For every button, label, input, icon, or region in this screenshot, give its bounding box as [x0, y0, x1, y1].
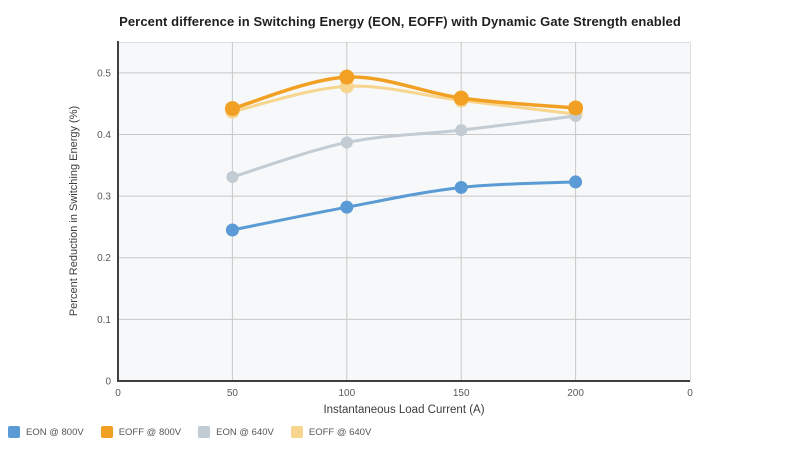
data-point [454, 180, 468, 194]
legend-swatch-icon [198, 426, 211, 438]
y-tick-label: 0.5 [97, 68, 111, 79]
legend-label: EON @ 640V [216, 426, 274, 438]
series-line [230, 114, 578, 179]
x-tick-label: 100 [338, 388, 355, 399]
series-line [230, 84, 578, 116]
x-tick-label: 0 [687, 388, 693, 399]
series-line [230, 180, 578, 232]
data-point [340, 200, 354, 214]
data-point [453, 90, 469, 106]
chart-legend: EON @ 800V EOFF @ 800V EON @ 640V EOFF @ 64… [8, 426, 371, 438]
x-tick-label: 200 [567, 388, 584, 399]
y-tick-label: 0 [105, 377, 111, 388]
legend-item[interactable]: EOFF @ 800V [100, 426, 182, 438]
x-tick-label: 0 [115, 388, 121, 399]
y-tick-label: 0.3 [97, 192, 111, 203]
x-tick-label: 150 [453, 388, 470, 399]
y-tick-label: 0.2 [97, 253, 111, 264]
plot-area [118, 42, 691, 382]
data-point [455, 124, 468, 137]
legend-swatch-icon [290, 426, 303, 438]
data-point [340, 136, 353, 149]
legend-label: EOFF @ 640V [308, 426, 372, 438]
chart-title: Percent difference in Switching Energy (… [119, 14, 681, 29]
legend-item[interactable]: EOFF @ 640V [290, 426, 372, 438]
data-point [224, 101, 240, 117]
y-tick-label: 0.1 [97, 315, 111, 326]
y-tick-label: 0.4 [97, 130, 111, 141]
x-axis-title: Instantaneous Load Current (A) [323, 404, 485, 416]
y-axis-title: Percent Reduction in Switching Energy (%… [68, 105, 80, 317]
legend-item[interactable]: EON @ 640V [198, 426, 274, 438]
data-point [339, 69, 355, 85]
data-point [569, 175, 583, 189]
legend-label: EOFF @ 800V [118, 426, 182, 438]
series-line [230, 75, 578, 111]
legend-item[interactable]: EON @ 800V [8, 426, 84, 438]
legend-swatch-icon [8, 426, 20, 438]
data-point [225, 223, 239, 237]
legend-swatch-icon [100, 426, 113, 438]
legend-label: EON @ 800V [26, 426, 84, 438]
data-point [568, 100, 584, 116]
x-tick-label: 50 [227, 388, 239, 399]
data-point [226, 170, 239, 183]
